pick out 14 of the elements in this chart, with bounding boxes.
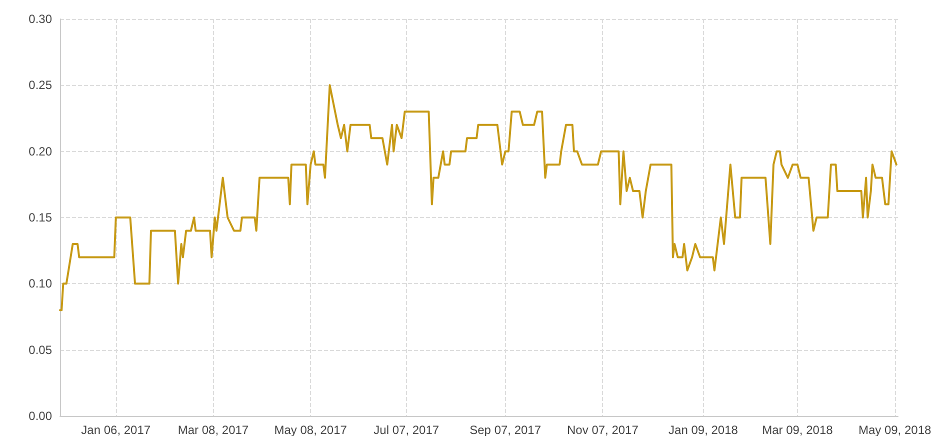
x-tick-label: Nov 07, 2017 — [567, 423, 639, 437]
y-tick-label: 0.30 — [28, 12, 52, 26]
x-tick-label: Mar 09, 2018 — [762, 423, 834, 437]
line-series — [59, 84, 898, 312]
x-tick-label: Jan 09, 2018 — [668, 423, 738, 437]
y-tick-label: 0.25 — [28, 78, 52, 92]
x-tick-label: Jul 07, 2017 — [374, 423, 440, 437]
y-tick-label: 0.20 — [28, 144, 52, 158]
x-tick-label: Jan 06, 2017 — [81, 423, 151, 437]
y-tick-label: 0.05 — [28, 342, 52, 357]
y-tick-label: 0.15 — [28, 210, 52, 224]
x-tick-label: Mar 08, 2017 — [178, 423, 249, 437]
y-tick-label: 0.10 — [28, 276, 52, 291]
y-tick-label: 0.00 — [28, 409, 52, 423]
